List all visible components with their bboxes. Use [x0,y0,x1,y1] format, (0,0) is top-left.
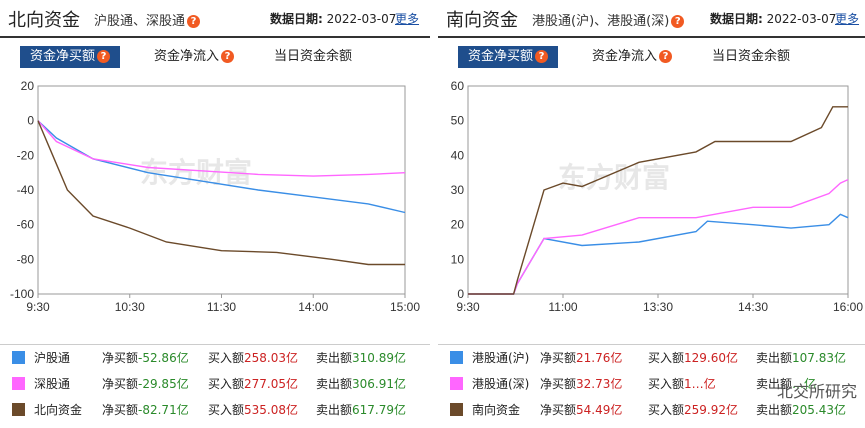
legend-swatch [450,351,463,364]
y-tick-label: 10 [451,252,465,266]
x-tick-label: 11:30 [207,300,236,314]
y-tick-label: -60 [17,218,35,232]
y-tick-label: 0 [457,287,464,301]
legend-row: 北向资金 净买额-82.71亿 买入额535.08亿 卖出额617.79亿 [0,397,430,421]
south-date-label: 数据日期: [710,12,763,26]
y-tick-label: -80 [17,252,35,266]
help-icon[interactable]: ? [671,15,685,28]
help-icon: ? [659,50,673,63]
legend-row: 南向资金 净买额54.49亿 买入额259.92亿 卖出额205.43亿 [438,397,865,421]
legend-row: 沪股通 净买额-52.86亿 买入额258.03亿 卖出额310.89亿 [0,345,430,369]
help-icon: ? [535,50,549,63]
y-tick-label: 20 [21,79,35,93]
north-header: 北向资金 沪股通、深股通? 数据日期: 2022-03-07 更多 [0,0,430,38]
tab-net-buy[interactable]: 资金净买额? [20,46,121,68]
legend-swatch [12,351,25,364]
series-line [37,120,406,177]
y-tick-label: 50 [451,114,465,128]
y-tick-label: 30 [451,183,465,197]
x-tick-label: 11:00 [548,300,577,314]
tab-net-inflow[interactable]: 资金净流入? [154,46,235,68]
legend-row: 深股通 净买额-29.85亿 买入额277.05亿 卖出额306.91亿 [0,371,430,395]
y-tick-label: 20 [451,218,465,232]
help-icon: ? [97,50,111,63]
tab-balance[interactable]: 当日资金余额 [712,49,791,64]
south-more-link[interactable]: 更多 [835,12,860,26]
wechat-watermark: 北交所研究 [776,382,857,401]
x-tick-label: 10:30 [115,300,145,314]
legend-swatch [450,403,463,416]
x-tick-label: 15:00 [390,300,420,314]
plot-frame [37,85,406,295]
series-line [468,178,849,295]
x-tick-label: 14:00 [298,300,328,314]
chart-watermark: 东方财富 [558,161,670,194]
tab-net-inflow[interactable]: 资金净流入? [592,46,673,68]
south-panel: 南向资金 港股通(沪)、港股通(深)? 数据日期: 2022-03-07 更多 … [438,0,865,428]
north-legend: 沪股通 净买额-52.86亿 买入额258.03亿 卖出额310.89亿 深股通… [0,344,430,417]
x-tick-label: 13:30 [643,300,673,314]
help-icon: ? [221,50,235,63]
series-line [468,106,848,295]
x-tick-label: 9:30 [456,300,480,314]
legend-row: 港股通(沪) 净买额21.76亿 买入额129.60亿 卖出额107.83亿 [438,345,865,369]
south-header: 南向资金 港股通(沪)、港股通(深)? 数据日期: 2022-03-07 更多 [438,0,865,38]
tab-net-buy[interactable]: 资金净买额? [458,46,559,68]
north-more-link[interactable]: 更多 [395,12,420,26]
south-subtitle: 港股通(沪)、港股通(深) [532,14,670,29]
south-chart-svg: 东方财富 60 50 40 30 20 10 09:30 11:00 13:30 14:30 16:0… [451,79,864,314]
help-icon[interactable]: ? [187,15,201,28]
legend-swatch [450,377,463,390]
legend-swatch [12,377,25,390]
series-line [37,120,406,214]
north-date: 2022-03-07 [326,12,397,26]
x-tick-label: 14:30 [738,300,768,314]
south-date: 2022-03-07 [766,12,837,26]
y-tick-label: 0 [27,114,34,128]
x-tick-label: 9:30 [26,300,50,314]
y-tick-label: -100 [10,287,34,301]
north-date-label: 数据日期: [270,12,323,26]
south-title: 南向资金 [446,10,518,31]
north-panel: 北向资金 沪股通、深股通? 数据日期: 2022-03-07 更多 资金净买额?… [0,0,430,428]
legend-swatch [12,403,25,416]
x-tick-label: 16:00 [833,300,863,314]
north-subtitle: 沪股通、深股通 [94,14,186,29]
y-tick-label: 40 [451,148,465,162]
north-title: 北向资金 [8,10,80,31]
north-chart: 东方财富 20 0 -20 -40 -60 -80 -100 9:30 10:30 11:30 14:… [0,72,430,321]
y-tick-label: -20 [17,148,35,162]
south-legend: 港股通(沪) 净买额21.76亿 买入额129.60亿 卖出额107.83亿 港… [438,344,865,417]
y-tick-label: 60 [451,79,465,93]
tab-balance[interactable]: 当日资金余额 [274,49,353,64]
legend-row: 港股通(深) 净买额32.73亿 买入额1…亿 卖出额…亿 [438,371,865,395]
series-line [37,120,405,266]
south-chart: 东方财富 60 50 40 30 20 10 0 9:30 11:00 13:30 14:30 16:0… [438,72,865,321]
y-tick-label: -40 [17,183,35,197]
